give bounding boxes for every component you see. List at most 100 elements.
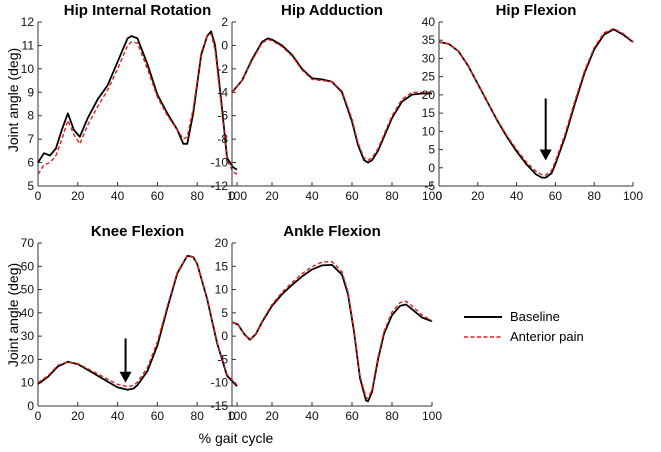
x-tick-label: 80 xyxy=(385,189,399,203)
y-tick-label: 40 xyxy=(21,306,35,320)
y-tick-label: -15 xyxy=(211,399,229,413)
y-tick-label: 0 xyxy=(428,161,435,175)
y-tick-label: 5 xyxy=(221,306,228,320)
y-tick-label: 30 xyxy=(422,51,436,65)
y-tick-label: 50 xyxy=(21,283,35,297)
y-tick-label: 5 xyxy=(27,179,34,193)
y-tick-label: 10 xyxy=(422,124,436,138)
x-tick-label: 60 xyxy=(345,189,359,203)
y-tick-label: 20 xyxy=(215,236,229,250)
series-line-anterior-pain xyxy=(231,260,433,400)
y-tick-label: 2 xyxy=(221,15,228,29)
x-tick-label: 20 xyxy=(71,409,85,423)
x-tick-label: 100 xyxy=(422,409,442,423)
y-tick-label: -8 xyxy=(217,132,228,146)
legend-label-anterior-pain: Anterior pain xyxy=(510,329,584,344)
x-tick-label: 40 xyxy=(111,189,125,203)
y-tick-label: 10 xyxy=(21,376,35,390)
y-tick-label: 9 xyxy=(27,85,34,99)
y-tick-label: 11 xyxy=(22,38,35,52)
series-line-baseline xyxy=(231,263,433,403)
y-tick-label: 0 xyxy=(27,399,34,413)
y-tick-label: -10 xyxy=(211,156,229,170)
x-tick-label: 0 xyxy=(229,189,236,203)
x-tick-label: 80 xyxy=(191,189,205,203)
x-tick-label: 40 xyxy=(305,189,319,203)
series-line-anterior-pain xyxy=(37,33,238,175)
y-tick-label: -4 xyxy=(217,85,228,99)
x-tick-label: 80 xyxy=(191,409,205,423)
y-tick-label: -2 xyxy=(217,62,228,76)
y-tick-label: 0 xyxy=(221,38,228,52)
x-tick-label: 100 xyxy=(227,189,247,203)
legend-label-baseline: Baseline xyxy=(510,309,560,324)
y-tick-label: 30 xyxy=(21,329,35,343)
y-tick-label: 25 xyxy=(422,70,436,84)
x-tick-label: 60 xyxy=(345,409,359,423)
y-tick-label: 20 xyxy=(422,88,436,102)
x-tick-label: 80 xyxy=(385,409,399,423)
y-tick-label: 35 xyxy=(422,33,436,47)
y-axis-label: Joint angle (deg) xyxy=(5,48,21,152)
arrow-annotation-head xyxy=(119,371,132,383)
x-tick-label: 60 xyxy=(549,189,563,203)
series-line-baseline xyxy=(438,28,634,179)
panel-title: Ankle Flexion xyxy=(283,223,381,240)
panel-title: Hip Flexion xyxy=(496,2,577,19)
x-axis-label: % gait cycle xyxy=(199,430,274,446)
panel-title: Knee Flexion xyxy=(91,223,184,240)
panel-ankle-flexion: Ankle Flexion -15 -10 -5 0 5 10 15 20 0 20 40 60 80 10… xyxy=(211,223,443,423)
y-tick-label: -6 xyxy=(217,109,228,123)
y-tick-label: 15 xyxy=(215,259,229,273)
x-tick-label: 0 xyxy=(35,409,42,423)
series-line-anterior-pain xyxy=(438,27,634,176)
arrow-annotation-head xyxy=(539,149,552,161)
y-tick-label: 60 xyxy=(21,259,35,273)
panel-title: Hip Internal Rotation xyxy=(64,2,212,19)
panel-title: Hip Adduction xyxy=(281,2,383,19)
x-tick-label: 40 xyxy=(510,189,524,203)
y-tick-label: -10 xyxy=(211,376,229,390)
y-tick-label: -5 xyxy=(424,179,435,193)
y-tick-label: 6 xyxy=(27,156,34,170)
x-tick-label: 40 xyxy=(111,409,125,423)
x-tick-label: 100 xyxy=(623,189,643,203)
y-tick-label: 10 xyxy=(21,62,35,76)
x-tick-label: 20 xyxy=(471,189,485,203)
x-tick-label: 0 xyxy=(229,409,236,423)
x-tick-label: 80 xyxy=(588,189,602,203)
series-line-anterior-pain xyxy=(231,38,432,161)
x-tick-label: 40 xyxy=(305,409,319,423)
series-line-baseline xyxy=(231,37,432,164)
x-tick-label: 20 xyxy=(265,189,279,203)
y-tick-label: -5 xyxy=(217,352,228,366)
y-tick-label: 12 xyxy=(21,15,35,29)
legend: Baseline Anterior pain xyxy=(464,309,584,344)
series-line-baseline xyxy=(37,30,238,171)
x-tick-label: 20 xyxy=(265,409,279,423)
y-tick-label: 70 xyxy=(21,236,35,250)
y-tick-label: 10 xyxy=(215,283,229,297)
x-tick-label: 60 xyxy=(151,409,165,423)
y-tick-label: 8 xyxy=(27,109,34,123)
y-tick-label: 5 xyxy=(428,143,435,157)
y-tick-label: -12 xyxy=(211,179,229,193)
y-tick-label: 40 xyxy=(422,15,436,29)
x-tick-label: 0 xyxy=(436,189,443,203)
x-tick-label: 100 xyxy=(227,409,247,423)
y-tick-label: 0 xyxy=(221,329,228,343)
y-tick-label: 20 xyxy=(21,352,35,366)
y-tick-label: 15 xyxy=(422,106,436,120)
series-line-baseline xyxy=(37,254,238,391)
y-tick-label: 7 xyxy=(27,132,34,146)
x-tick-label: 100 xyxy=(422,189,442,203)
y-axis-label-bottom: Joint angle (deg) xyxy=(5,263,21,367)
x-tick-label: 20 xyxy=(71,189,85,203)
series-line-anterior-pain xyxy=(37,255,238,388)
x-tick-label: 60 xyxy=(151,189,165,203)
